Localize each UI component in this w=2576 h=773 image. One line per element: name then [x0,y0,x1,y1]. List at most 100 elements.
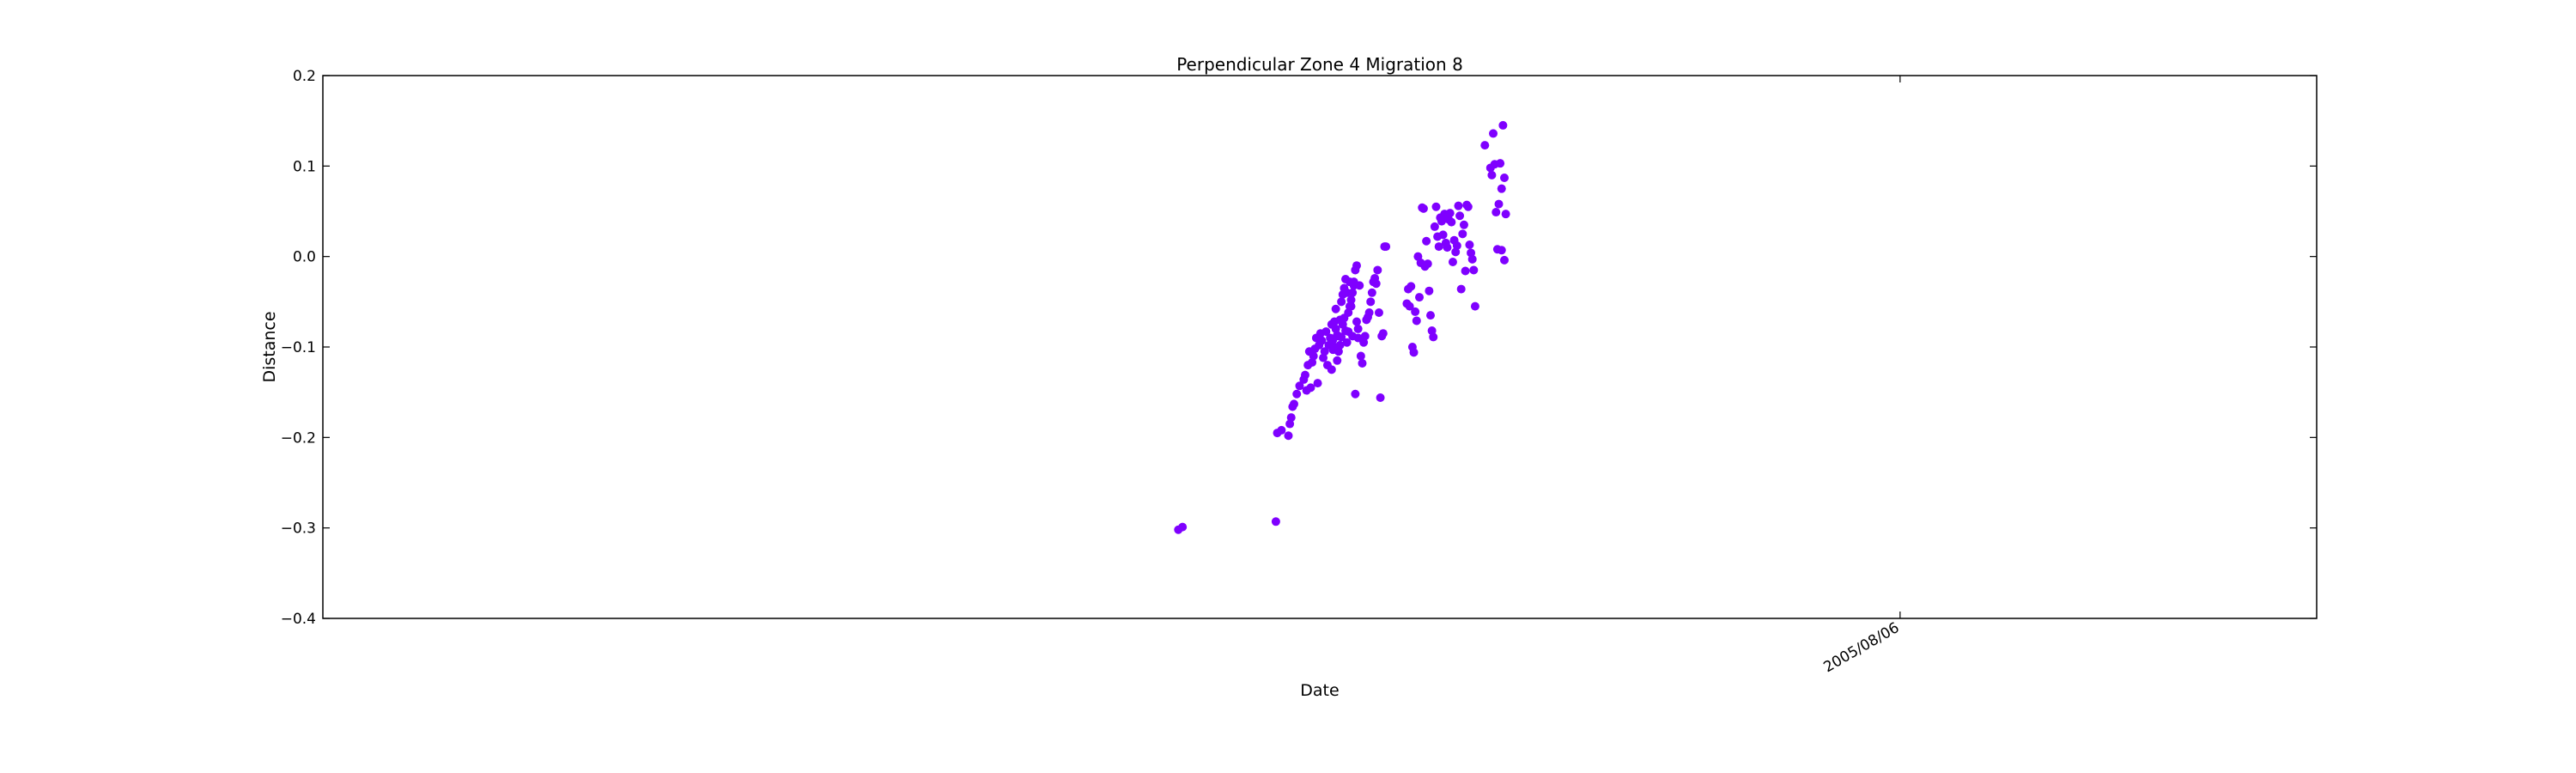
data-point [1443,243,1452,253]
y-tick-label: 0.2 [293,68,316,85]
data-point [1455,211,1465,221]
data-point [1300,370,1309,380]
data-point [1497,246,1506,255]
data-point [1459,220,1468,229]
data-point [1426,311,1435,320]
data-point [1465,240,1474,249]
data-point [1497,184,1506,193]
data-point [1415,293,1425,302]
y-tick-label: −0.2 [281,429,316,447]
data-point [1447,217,1456,227]
data-point [1378,329,1388,338]
data-point [1463,202,1473,211]
data-point [1425,286,1434,295]
data-point [1438,230,1448,240]
data-point [1309,351,1318,361]
data-point [1500,255,1509,265]
data-point [1419,204,1428,213]
data-point [1317,336,1327,345]
data-point [1356,351,1365,361]
data-point [1341,326,1351,336]
data-point [1306,383,1315,393]
data-point [1498,120,1508,130]
data-point [1496,159,1505,168]
data-point [1448,257,1457,266]
data-point [1467,254,1477,264]
data-point [1331,304,1340,313]
data-point [1364,307,1374,317]
data-point [1434,242,1443,252]
data-point [1367,288,1376,297]
data-point [1353,324,1363,333]
data-point [1405,301,1414,311]
data-point [1406,282,1416,291]
data-point [1461,266,1470,276]
y-tick-label: −0.3 [281,520,316,538]
data-point [1371,279,1381,289]
data-point [1320,347,1329,356]
data-point [1494,199,1504,209]
data-point [1500,173,1509,183]
data-point [1501,210,1510,219]
data-point [1277,425,1286,435]
data-point [1454,201,1463,210]
data-points [1174,120,1510,534]
data-point [1437,216,1446,226]
data-point [1469,265,1479,275]
data-point [1360,332,1370,341]
data-point [1284,431,1293,441]
data-point [1327,365,1336,374]
data-point [1289,399,1298,409]
data-point [1489,129,1498,138]
data-point [1358,358,1367,368]
data-point [1337,332,1346,342]
y-tick-label: 0.1 [293,158,316,175]
data-point [1412,316,1421,326]
data-point [1271,517,1280,526]
data-point [1470,301,1479,311]
data-point [1286,413,1296,423]
data-point [1458,229,1467,239]
y-tick-label: 0.0 [293,249,316,266]
data-point [1352,261,1361,271]
data-point [1351,389,1360,399]
data-point [1456,284,1466,294]
data-point [1292,389,1302,399]
data-point [1429,332,1438,342]
data-point [1313,379,1322,388]
data-point [1492,208,1501,217]
data-point [1348,288,1358,297]
data-point [1382,242,1391,252]
data-point [1422,236,1431,246]
data-point [1487,170,1497,180]
data-point [1342,338,1352,347]
data-point [1373,265,1382,275]
x-axis-label: Date [1300,681,1339,700]
data-point [1295,381,1304,391]
data-point [1431,202,1441,211]
data-point [1321,327,1331,337]
chart-title: Perpendicular Zone 4 Migration 8 [1176,54,1463,75]
data-point [1374,307,1383,317]
y-tick-label: −0.1 [281,339,316,356]
x-axis: 2005/08/06 [1820,76,1902,676]
data-point [1178,522,1188,532]
data-point [1349,277,1358,287]
y-axis: −0.4 −0.3 −0.2 −0.1 0.0 0.1 0.2 [281,68,2317,628]
data-point [1366,297,1376,307]
data-point [1423,259,1432,269]
data-point [1409,348,1419,357]
data-point [1346,295,1356,305]
x-tick-label: 2005/08/06 [1820,619,1902,676]
data-point [1411,307,1420,316]
data-point [1445,209,1455,218]
data-point [1337,297,1346,307]
y-tick-label: −0.4 [281,611,316,628]
data-point [1430,222,1439,231]
data-point [1376,393,1385,402]
data-point [1352,317,1361,326]
data-point [1335,340,1345,350]
data-point [1480,141,1490,150]
data-point [1333,356,1342,365]
